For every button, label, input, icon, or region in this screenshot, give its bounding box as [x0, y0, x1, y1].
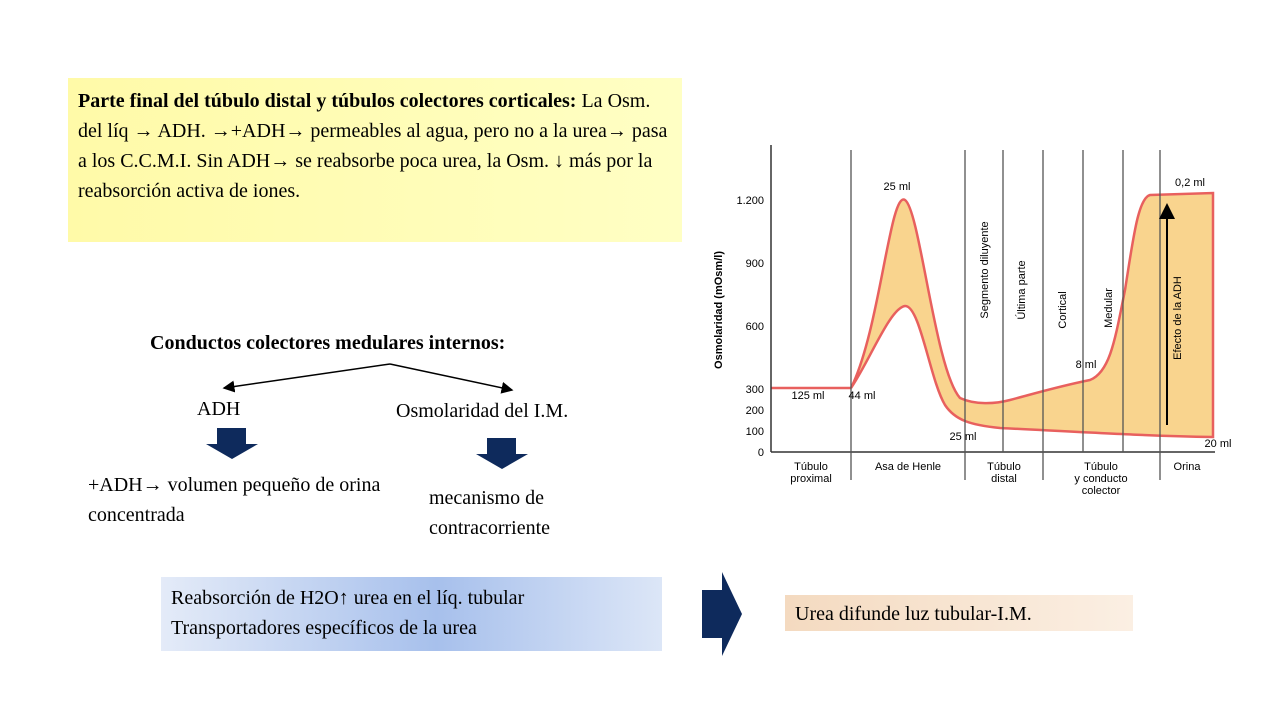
y-tick-label: 0: [758, 447, 764, 459]
y-tick-label: 1.200: [736, 195, 764, 207]
branch-result: mecanismo de contracorriente: [429, 487, 551, 539]
segment-label: y conducto: [1074, 473, 1127, 485]
segment-label: Túbulo: [1084, 461, 1118, 473]
branch-label: Osmolaridad del I.M.: [396, 400, 569, 422]
segment-label: colector: [1082, 485, 1121, 497]
top-bold: Parte final del túbulo distal y túbulos …: [78, 90, 577, 112]
right-arrow: [702, 572, 742, 656]
y-tick-label: 600: [746, 321, 764, 333]
volume-label: 125 ml: [791, 390, 824, 402]
segment-label: distal: [991, 473, 1017, 485]
result-box: Urea difunde luz tubular-I.M.: [785, 595, 1133, 631]
segment-label: Túbulo: [987, 461, 1021, 473]
segment-label: Túbulo: [794, 461, 828, 473]
heading: Conductos colectores medulares internos:: [150, 332, 506, 354]
y-tick-label: 200: [746, 405, 764, 417]
bottom-line: Reabsorción de H2O↑ urea en el líq. tubu…: [171, 587, 525, 609]
volume-label: 20 ml: [1205, 438, 1232, 450]
volume-label: 0,2 ml: [1175, 177, 1205, 189]
bottom-line: Transportadores específicos de la urea: [171, 617, 477, 639]
down-arrow: [206, 428, 258, 459]
y-tick-label: 300: [746, 384, 764, 396]
vertical-label: Medular: [1103, 288, 1115, 328]
branch-label: ADH: [197, 398, 241, 420]
bottom-box: Reabsorción de H2O↑ urea en el líq. tubu…: [161, 577, 662, 651]
tree-arrows: [222, 363, 514, 394]
top-text: La Osm. del líq → ADH. →+ADH→ permeables…: [78, 90, 668, 202]
vertical-label: Efecto de la ADH: [1172, 276, 1184, 360]
vertical-label: Última parte: [1015, 260, 1028, 319]
osmolarity-figure: 1.200 900 600 300 200 100 0 Osmolaridad (mOsm/l…: [713, 145, 1231, 497]
vertical-label: Segmento diluyente: [979, 221, 991, 318]
down-arrow: [476, 438, 528, 469]
volume-label: 25 ml: [884, 181, 911, 193]
top-text-box: Parte final del túbulo distal y túbulos …: [68, 78, 682, 242]
y-tick-label: 100: [746, 426, 764, 438]
branch-result: +ADH→ volumen pequeño de orina concentra…: [88, 474, 381, 526]
segment-label: proximal: [790, 473, 832, 485]
segment-label: Orina: [1174, 461, 1202, 473]
volume-label: 44 ml: [849, 390, 876, 402]
y-axis-label: Osmolaridad (mOsm/l): [713, 251, 725, 369]
vertical-label: Cortical: [1057, 291, 1069, 328]
y-tick-label: 900: [746, 258, 764, 270]
segment-label: Asa de Henle: [875, 461, 941, 473]
volume-label: 25 ml: [950, 431, 977, 443]
volume-label: 8 ml: [1076, 359, 1097, 371]
osmolarity-band: [849, 191, 1215, 439]
